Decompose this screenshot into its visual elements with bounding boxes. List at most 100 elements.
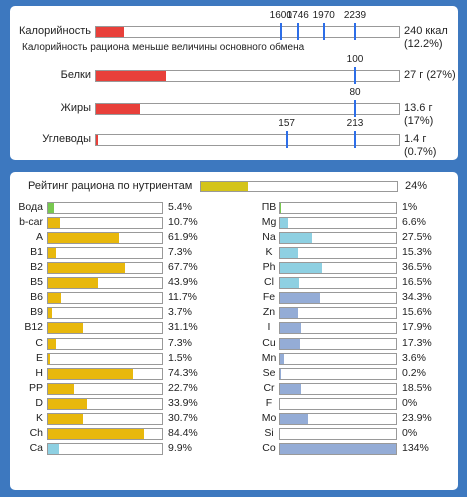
nutrient-percent: 74.3%	[168, 366, 198, 379]
nutrient-percent: 1.5%	[168, 351, 192, 364]
nutrient-track	[47, 382, 163, 395]
nutrient-percent: 27.5%	[402, 231, 432, 244]
nutrient-bar	[280, 293, 320, 304]
nutrient-name: B6	[30, 291, 43, 304]
nutrient-track	[47, 247, 163, 260]
nutrient-track	[47, 322, 163, 335]
nutrient-percent: 67.7%	[168, 261, 198, 274]
nutrient-track	[279, 427, 397, 440]
nutrient-percent: 61.9%	[168, 231, 198, 244]
nutrient-bar	[280, 323, 301, 334]
marker-label: 1600	[269, 10, 292, 21]
nutrient-name: E	[35, 351, 43, 364]
nutrient-percent: 34.3%	[402, 291, 432, 304]
nutrient-track	[279, 442, 397, 455]
nutrient-percent: 7.3%	[168, 336, 192, 349]
nutrient-track	[47, 277, 163, 290]
nutrient-name: K	[35, 411, 43, 424]
nutrient-track	[279, 352, 397, 365]
nutrient-percent: 3.7%	[168, 306, 192, 319]
amount-bar	[96, 135, 98, 145]
nutrient-name: B9	[30, 306, 43, 319]
nutrient-name: Cl	[264, 276, 274, 289]
nutrient-name: Se	[262, 366, 276, 379]
nutrient-name: B5	[30, 276, 43, 289]
bar-track	[95, 103, 400, 115]
nutrient-track	[279, 337, 397, 350]
nutrient-bar	[48, 443, 60, 454]
value-block: 13.6 г (17%)	[404, 102, 460, 128]
nutrient-bar	[280, 203, 282, 213]
nutrient-name: I	[267, 321, 271, 334]
value-block: 1.4 г (0.7%)	[404, 133, 460, 159]
nutrient-track	[47, 427, 163, 440]
marker-line	[354, 100, 356, 117]
nutrient-bar	[48, 323, 84, 334]
value-block: 240 ккал (12.2%)	[404, 25, 460, 51]
nutrient-track	[47, 367, 163, 380]
nutrient-percent: 3.6%	[402, 351, 426, 364]
percent-label: (17%)	[404, 115, 434, 127]
row-label: Калорийность	[18, 25, 91, 37]
marker-line	[296, 23, 299, 40]
nutrient-bar	[280, 443, 396, 454]
nutrient-percent: 1%	[402, 201, 418, 213]
nutrient-name: Вода	[18, 201, 43, 213]
marker-label: 1746	[286, 10, 309, 21]
nutrient-name: B2	[30, 261, 43, 274]
nutrient-bar	[280, 338, 301, 349]
row-label: Белки	[60, 69, 91, 81]
nutrient-bar	[280, 353, 285, 364]
amount-bar	[96, 104, 141, 114]
nutrient-track	[279, 292, 397, 305]
amount-bar	[96, 27, 124, 37]
row-label: Углеводы	[42, 133, 91, 145]
nutrient-percent: 43.9%	[168, 276, 198, 289]
nutrient-name: ПВ	[261, 201, 277, 213]
nutrient-name: Cu	[262, 336, 276, 349]
nutrient-percent: 134%	[402, 441, 429, 454]
rating-label: 24%	[405, 180, 428, 192]
nutrient-percent: 6.6%	[402, 216, 426, 229]
nutrient-bar	[48, 383, 74, 394]
nutrient-percent: 84.4%	[168, 426, 198, 439]
nutrient-bar	[280, 383, 302, 394]
marker-line	[354, 67, 356, 84]
row-label: Жиры	[60, 102, 91, 114]
amount-bar	[96, 71, 167, 81]
nutrient-bar	[280, 218, 288, 229]
nutrient-name: Si	[264, 426, 274, 439]
nutrient-track	[47, 397, 163, 410]
nutrient-name: Co	[262, 441, 276, 454]
marker-label: 1970	[312, 10, 335, 21]
nutrient-bar	[48, 338, 57, 349]
nutrient-name: PP	[28, 381, 43, 394]
nutrient-track	[47, 262, 163, 275]
nutrient-bar	[48, 308, 53, 319]
nutrient-panel: Рейтинг рациона по нутриентам 24% Вода 5.4%…	[10, 172, 458, 490]
marker-label: 157	[278, 118, 295, 129]
nutrient-name: b-car	[19, 216, 43, 229]
nutrient-bar	[280, 308, 299, 319]
nutrient-bar	[48, 293, 62, 304]
nutrient-name: K	[265, 246, 273, 259]
nutrient-bar	[48, 278, 99, 289]
nutrient-track	[279, 307, 397, 320]
nutrient-bar	[48, 233, 119, 244]
marker-line	[354, 131, 356, 148]
marker-line	[279, 23, 282, 40]
nutrient-track	[47, 217, 163, 230]
nutrient-track	[279, 277, 397, 290]
nutrient-percent: 7.3%	[168, 246, 192, 259]
nutrient-percent: 9.9%	[168, 441, 192, 454]
summary-panel: Калорийность 1600 1746 1970 2239 240 ккал (12…	[10, 6, 458, 160]
nutrient-track	[279, 322, 397, 335]
marker-line	[285, 131, 288, 148]
nutrient-bar	[280, 248, 298, 259]
amount-label: 27 г	[404, 69, 424, 81]
nutrient-track	[279, 412, 397, 425]
nutrient-track	[47, 352, 163, 365]
note: Калорийность рациона меньше величины осн…	[22, 42, 305, 53]
marker-line	[322, 23, 325, 40]
